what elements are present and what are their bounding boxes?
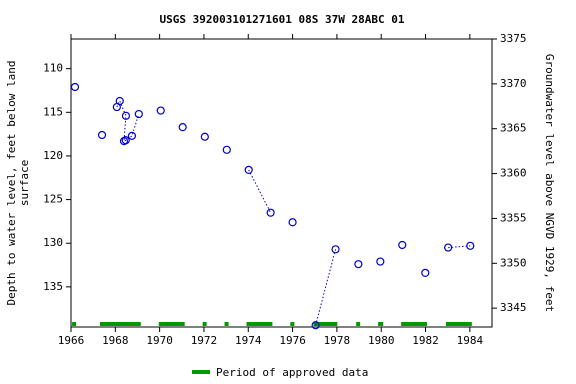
x-tick-label: 1968 bbox=[102, 334, 129, 347]
y2-tick-label: 3375 bbox=[500, 32, 527, 45]
data-point bbox=[134, 109, 143, 119]
data-point bbox=[70, 82, 80, 92]
data-point bbox=[121, 111, 131, 120]
x-tick-label: 1980 bbox=[368, 334, 395, 347]
x-tick-label: 1978 bbox=[324, 334, 351, 347]
y-axis-label: Depth to water level, feet below land bbox=[5, 60, 18, 305]
data-point bbox=[266, 208, 275, 217]
approved-period bbox=[401, 322, 428, 326]
data-point bbox=[156, 106, 165, 115]
approved-period bbox=[378, 322, 384, 326]
data-point bbox=[288, 218, 297, 227]
data-point bbox=[331, 245, 340, 254]
data-point bbox=[376, 257, 385, 266]
approved-period bbox=[202, 322, 207, 326]
y-tick-label: 120 bbox=[43, 149, 63, 162]
y-tick-label: 110 bbox=[43, 62, 63, 75]
data-point bbox=[97, 130, 107, 140]
data-point bbox=[200, 132, 209, 141]
y2-tick-label: 3360 bbox=[500, 167, 527, 180]
y-tick-label: 125 bbox=[43, 193, 63, 206]
data-point bbox=[421, 268, 430, 277]
data-point bbox=[178, 123, 187, 132]
approved-period bbox=[290, 322, 295, 326]
approved-period bbox=[445, 322, 472, 326]
y2-tick-label: 3355 bbox=[500, 211, 527, 224]
y2-tick-label: 3370 bbox=[500, 77, 527, 90]
series-line bbox=[116, 99, 471, 326]
x-tick-label: 1984 bbox=[457, 334, 484, 347]
approved-period bbox=[224, 322, 229, 326]
data-point bbox=[354, 260, 363, 269]
y-tick-label: 135 bbox=[43, 280, 63, 293]
x-tick-label: 1966 bbox=[58, 334, 85, 347]
y2-tick-label: 3365 bbox=[500, 122, 527, 135]
data-point bbox=[244, 165, 253, 175]
y-tick-label: 130 bbox=[43, 236, 63, 249]
approved-period bbox=[313, 322, 338, 326]
plot-frame bbox=[70, 38, 493, 328]
data-point bbox=[466, 241, 475, 250]
x-tick-label: 1970 bbox=[146, 334, 173, 347]
approved-period bbox=[100, 322, 141, 326]
y2-axis-label: Groundwater level above NGVD 1929, feet bbox=[543, 54, 556, 312]
data-point bbox=[115, 96, 124, 106]
y2-tick-label: 3350 bbox=[500, 256, 527, 269]
y2-tick-label: 3345 bbox=[500, 301, 527, 314]
legend-label: Period of approved data bbox=[216, 366, 368, 379]
y-tick-label: 115 bbox=[43, 105, 63, 118]
x-tick-label: 1982 bbox=[412, 334, 439, 347]
data-point bbox=[444, 243, 453, 252]
x-tick-label: 1976 bbox=[279, 334, 306, 347]
x-tick-label: 1972 bbox=[191, 334, 218, 347]
approved-period bbox=[158, 322, 185, 326]
data-point bbox=[121, 136, 130, 145]
approved-period bbox=[246, 322, 273, 326]
data-point bbox=[311, 321, 320, 330]
data-point bbox=[398, 240, 407, 250]
x-tick-label: 1974 bbox=[235, 334, 262, 347]
approved-period bbox=[72, 322, 77, 326]
y-axis-label: surface bbox=[18, 160, 31, 206]
data-point bbox=[127, 131, 137, 140]
approved-period bbox=[356, 322, 361, 326]
chart-title: USGS 392003101271601 08S 37W 28ABC 01 bbox=[159, 13, 404, 26]
data-point bbox=[222, 145, 231, 154]
